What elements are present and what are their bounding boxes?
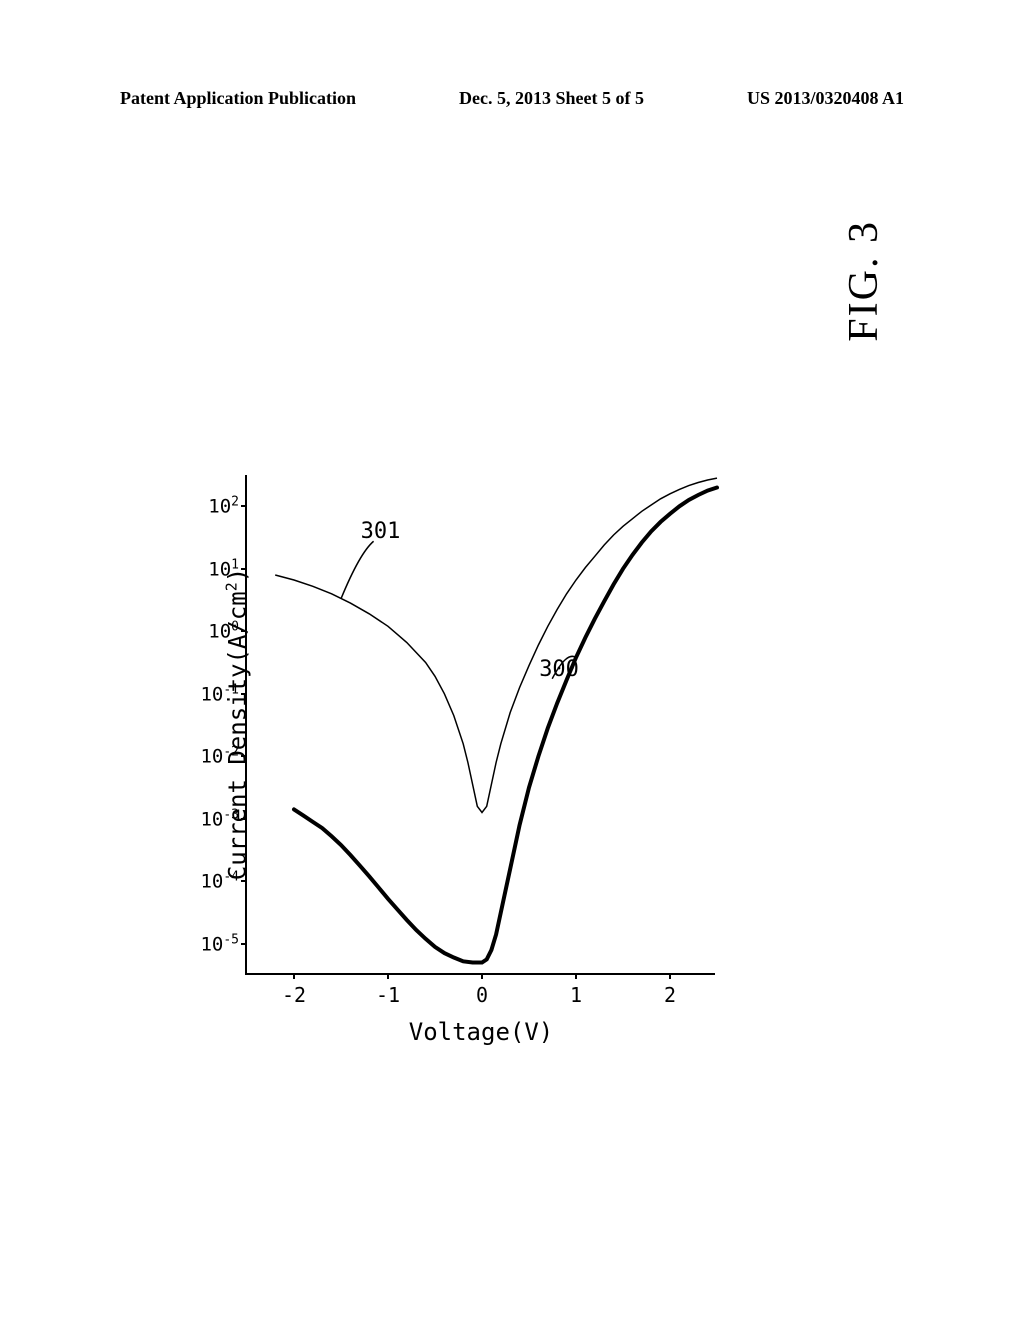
y-axis-label: Current Density(A/cm2) [223, 568, 252, 880]
curve-300 [294, 488, 717, 963]
x-tick-mark [481, 973, 483, 979]
header-left: Patent Application Publication [120, 88, 356, 109]
y-tick-mark [241, 880, 247, 882]
x-tick-mark [575, 973, 577, 979]
chart: 10-510-410-310-210-1100101102 -2-1012 Cu… [130, 440, 850, 1060]
header-right: US 2013/0320408 A1 [747, 88, 904, 109]
page-header: Patent Application Publication Dec. 5, 2… [120, 88, 904, 109]
plot-svg [247, 475, 717, 975]
x-axis-label: Voltage(V) [409, 1018, 554, 1046]
y-tick-mark [241, 943, 247, 945]
curve-label: 300 [539, 657, 579, 682]
x-tick-mark [669, 973, 671, 979]
x-tick-mark [387, 973, 389, 979]
plot-area: 10-510-410-310-210-1100101102 -2-1012 Cu… [245, 475, 715, 975]
curve-label: 301 [361, 519, 401, 544]
y-tick-mark [241, 505, 247, 507]
x-tick-mark [293, 973, 295, 979]
header-center: Dec. 5, 2013 Sheet 5 of 5 [459, 88, 644, 109]
curve-301 [275, 478, 717, 812]
leader-line [341, 541, 374, 599]
figure-label: FIG. 3 [840, 220, 888, 342]
